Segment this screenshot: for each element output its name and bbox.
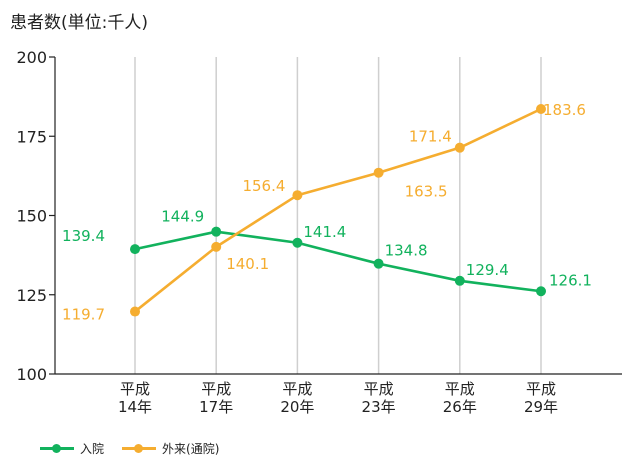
x-tick-label-4: 平成 26年 xyxy=(443,380,477,416)
data-label-1-5: 183.6 xyxy=(543,101,586,119)
data-label-0-3: 134.8 xyxy=(385,242,428,260)
data-label-1-2: 156.4 xyxy=(242,177,285,195)
data-label-0-2: 141.4 xyxy=(303,223,346,241)
data-point-0-1 xyxy=(211,226,222,237)
data-point-0-5 xyxy=(536,286,546,297)
data-point-0-4 xyxy=(454,275,465,286)
y-tick-label-175: 175 xyxy=(16,127,47,146)
data-label-1-4: 171.4 xyxy=(409,128,452,146)
x-tick-label-2: 平成 20年 xyxy=(280,380,314,416)
y-tick-label-150: 150 xyxy=(16,207,47,226)
y-tick-label-200: 200 xyxy=(16,48,47,67)
legend-item-outpatient: 外来(通院) xyxy=(122,440,219,457)
series-line-0 xyxy=(134,230,542,293)
legend-swatch-outpatient xyxy=(122,443,157,453)
y-tick-label-100: 100 xyxy=(16,365,47,384)
y-tick-label-125: 125 xyxy=(16,286,47,305)
data-label-0-0: 139.4 xyxy=(62,227,105,245)
data-label-1-0: 119.7 xyxy=(62,306,105,324)
x-tick-label-1: 平成 17年 xyxy=(199,380,233,416)
legend-label-inpatient: 入院 xyxy=(80,442,105,456)
data-point-1-0 xyxy=(130,306,140,317)
x-tick-label-0: 平成 14年 xyxy=(118,380,152,416)
data-point-1-4 xyxy=(454,142,465,153)
data-label-0-4: 129.4 xyxy=(466,261,509,279)
x-tick-label-3: 平成 23年 xyxy=(362,380,396,416)
data-point-0-3 xyxy=(373,258,384,269)
series-line-1 xyxy=(134,107,542,313)
legend-item-inpatient: 入院 xyxy=(40,440,104,457)
y-axis-title: 患者数(単位:千人) xyxy=(10,13,148,33)
legend: 入院 外来(通院) xyxy=(40,440,237,457)
legend-label-outpatient: 外来(通院) xyxy=(162,442,220,456)
data-point-1-2 xyxy=(292,190,303,201)
data-point-0-0 xyxy=(130,244,140,255)
data-point-1-5 xyxy=(536,103,546,114)
data-point-1-1 xyxy=(211,241,222,252)
data-label-1-3: 163.5 xyxy=(405,183,448,201)
legend-swatch-inpatient xyxy=(40,443,74,453)
data-point-0-2 xyxy=(292,237,303,248)
data-label-0-5: 126.1 xyxy=(549,271,592,289)
data-label-1-1: 140.1 xyxy=(226,255,269,273)
data-point-1-3 xyxy=(373,167,384,178)
data-label-0-1: 144.9 xyxy=(161,208,204,226)
x-tick-label-5: 平成 29年 xyxy=(524,380,558,416)
